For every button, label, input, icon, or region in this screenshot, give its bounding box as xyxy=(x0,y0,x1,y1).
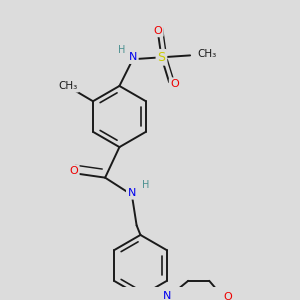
Text: CH₃: CH₃ xyxy=(58,81,78,91)
Text: O: O xyxy=(69,166,78,176)
Text: H: H xyxy=(118,45,125,55)
Text: O: O xyxy=(153,26,162,36)
Text: S: S xyxy=(158,51,166,64)
Text: CH₃: CH₃ xyxy=(198,50,217,59)
Text: O: O xyxy=(224,292,232,300)
Text: O: O xyxy=(170,79,179,89)
Text: H: H xyxy=(142,180,149,190)
Text: N: N xyxy=(128,188,136,198)
Text: N: N xyxy=(129,52,137,62)
Text: N: N xyxy=(163,291,171,300)
